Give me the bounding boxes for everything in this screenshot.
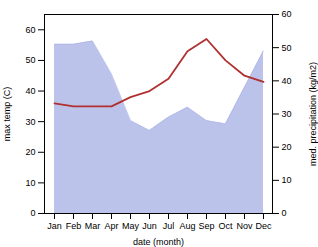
svg-text:50: 50 [25,55,35,65]
svg-text:0: 0 [282,208,287,218]
svg-text:40: 40 [25,86,35,96]
svg-text:Oct: Oct [218,221,233,231]
svg-text:Nov: Nov [236,221,253,231]
svg-text:30: 30 [282,109,292,119]
svg-text:Apr: Apr [104,221,118,231]
svg-text:May: May [122,221,140,231]
svg-text:Jun: Jun [142,221,157,231]
svg-text:30: 30 [25,117,35,127]
svg-text:Sep: Sep [198,221,214,231]
svg-text:Feb: Feb [66,221,82,231]
svg-text:Aug: Aug [179,221,195,231]
svg-text:20: 20 [282,142,292,152]
svg-text:10: 10 [25,178,35,188]
svg-text:0: 0 [30,208,35,218]
svg-text:Jan: Jan [47,221,62,231]
svg-text:60: 60 [25,25,35,35]
svg-text:10: 10 [282,175,292,185]
svg-text:Mar: Mar [85,221,101,231]
svg-text:40: 40 [282,76,292,86]
svg-text:Jul: Jul [163,221,175,231]
svg-text:60: 60 [282,9,292,19]
svg-text:date (month): date (month) [133,237,184,247]
svg-text:20: 20 [25,147,35,157]
svg-text:50: 50 [282,43,292,53]
svg-text:med. precipitation (kg/m2): med. precipitation (kg/m2) [308,62,318,166]
svg-text:max temp (C): max temp (C) [2,87,12,142]
svg-text:Dec: Dec [255,221,272,231]
